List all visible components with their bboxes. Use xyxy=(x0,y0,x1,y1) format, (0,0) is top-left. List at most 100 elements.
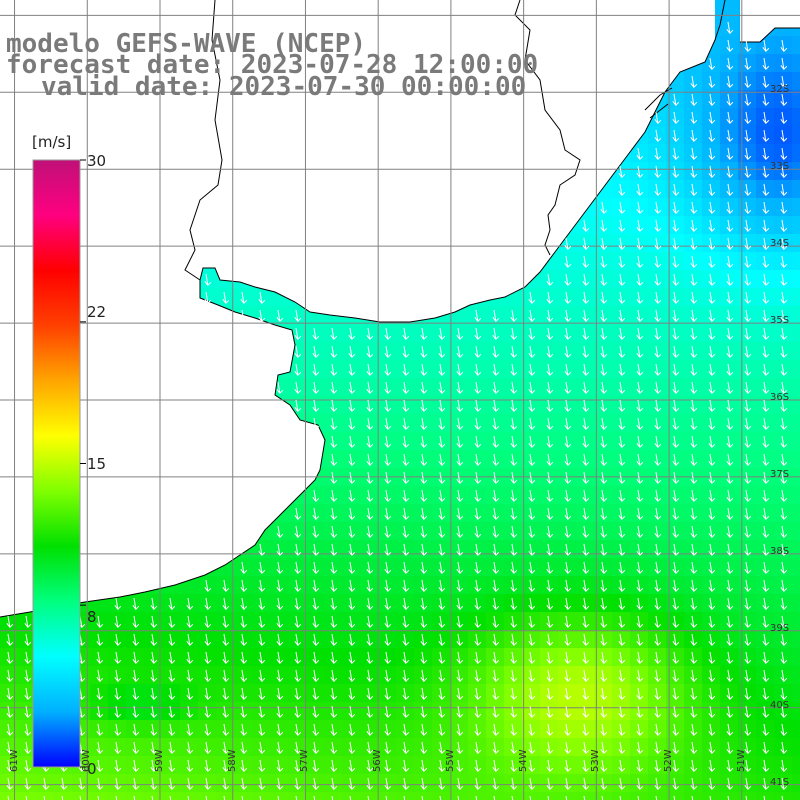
wind-arrow-shaft xyxy=(295,759,299,772)
wind-arrow-shaft xyxy=(385,705,389,718)
wind-arrow-head xyxy=(708,100,716,107)
wind-arrow-head xyxy=(222,586,230,593)
wind-arrow-shaft xyxy=(259,723,263,736)
wind-arrow-head xyxy=(690,262,698,269)
wind-arrow-head xyxy=(726,496,734,503)
title-forecast-date: forecast date: 2023-07-28 12:00:00 xyxy=(6,50,539,80)
wind-arrow-head xyxy=(510,496,518,503)
wind-arrow-shaft xyxy=(133,615,137,628)
wind-arrow-head xyxy=(132,784,140,791)
wind-arrow-head xyxy=(60,766,68,773)
wind-arrow-head xyxy=(402,712,410,719)
wind-arrow-head xyxy=(672,226,680,233)
field-cell xyxy=(792,522,800,541)
wind-arrow-head xyxy=(384,406,392,413)
wind-arrow-head xyxy=(366,640,374,647)
wind-arrow-shaft xyxy=(565,777,569,790)
wind-arrow-shaft xyxy=(583,615,587,628)
wind-arrow-head xyxy=(276,316,284,323)
field-cell xyxy=(792,270,800,289)
wind-arrow-head xyxy=(456,568,464,575)
wind-arrow-shaft xyxy=(637,723,641,736)
wind-arrow-shaft xyxy=(313,795,316,800)
wind-arrow-shaft xyxy=(7,651,11,664)
wind-arrow-shaft xyxy=(421,381,425,394)
wind-arrow-shaft xyxy=(421,345,425,358)
wind-arrow-head xyxy=(420,388,428,395)
wind-arrow-shaft xyxy=(655,579,659,592)
wind-arrow-shaft xyxy=(7,723,11,736)
wind-arrow-shaft xyxy=(637,273,641,286)
wind-arrow-shaft xyxy=(637,651,641,664)
wind-arrow-head xyxy=(654,496,662,503)
wind-arrow-shaft xyxy=(655,723,659,736)
wind-arrow-shaft xyxy=(205,723,209,736)
wind-arrow-head xyxy=(708,460,716,467)
wind-arrow-shaft xyxy=(601,723,605,736)
wind-arrow-head xyxy=(456,640,464,647)
wind-arrow-shaft xyxy=(115,615,119,628)
wind-arrow-head xyxy=(222,658,230,665)
wind-arrow-shaft xyxy=(565,633,569,646)
wind-arrow-shaft xyxy=(367,327,371,340)
wind-arrow-shaft xyxy=(457,525,461,538)
wind-arrow-head xyxy=(600,460,608,467)
wind-arrow-head xyxy=(618,172,626,179)
wind-arrow-head xyxy=(690,748,698,755)
wind-arrow-shaft xyxy=(349,327,353,340)
wind-arrow-head xyxy=(744,784,752,791)
wind-arrow-head xyxy=(690,550,698,557)
wind-arrow-head xyxy=(312,730,320,737)
wind-arrow-head xyxy=(654,640,662,647)
wind-arrow-head xyxy=(330,784,338,791)
wind-arrow-shaft xyxy=(745,489,749,502)
wind-arrow-shaft xyxy=(637,417,641,430)
wind-arrow-head xyxy=(618,280,626,287)
wind-arrow-head xyxy=(222,784,230,791)
wind-arrow-shaft xyxy=(223,741,227,754)
wind-arrow-head xyxy=(402,478,410,485)
wind-arrow-shaft xyxy=(619,723,623,736)
wind-arrow-head xyxy=(438,730,446,737)
wind-arrow-shaft xyxy=(637,165,641,178)
wind-arrow-shaft xyxy=(781,489,785,502)
wind-arrow-head xyxy=(186,730,194,737)
wind-arrow-shaft xyxy=(565,597,569,610)
wind-arrow-shaft xyxy=(745,633,749,646)
wind-arrow-head xyxy=(492,532,500,539)
wind-arrow-head xyxy=(420,370,428,377)
wind-arrow-shaft xyxy=(727,471,731,484)
wind-arrow-shaft xyxy=(385,327,389,340)
wind-arrow-head xyxy=(474,334,482,341)
wind-arrow-head xyxy=(330,514,338,521)
wind-arrow-shaft xyxy=(475,723,479,736)
wind-arrow-shaft xyxy=(781,129,785,142)
wind-arrow-head xyxy=(348,334,356,341)
wind-arrow-head xyxy=(708,352,716,359)
wind-arrow-shaft xyxy=(241,741,245,754)
wind-arrow-head xyxy=(186,604,194,611)
wind-arrow-head xyxy=(636,298,644,305)
wind-arrow-head xyxy=(762,568,770,575)
wind-arrow-shaft xyxy=(223,651,227,664)
wind-arrow-head xyxy=(402,334,410,341)
wind-arrow-head xyxy=(744,82,752,89)
wind-arrow-head xyxy=(708,388,716,395)
wind-arrow-head xyxy=(294,604,302,611)
wind-arrow-head xyxy=(510,586,518,593)
wind-arrow-head xyxy=(438,784,446,791)
wind-arrow-shaft xyxy=(691,165,695,178)
field-cell xyxy=(792,630,800,649)
wind-arrow-head xyxy=(582,388,590,395)
wind-arrow-shaft xyxy=(673,525,677,538)
wind-arrow-shaft xyxy=(439,381,443,394)
wind-arrow-head xyxy=(276,658,284,665)
field-cell xyxy=(702,792,721,800)
wind-arrow-shaft xyxy=(673,777,677,790)
wind-arrow-shaft xyxy=(763,273,767,286)
wind-arrow-shaft xyxy=(583,687,587,700)
wind-arrow-head xyxy=(294,640,302,647)
wind-arrow-shaft xyxy=(691,219,695,232)
wind-arrow-shaft xyxy=(241,723,245,736)
wind-arrow-head xyxy=(258,568,266,575)
